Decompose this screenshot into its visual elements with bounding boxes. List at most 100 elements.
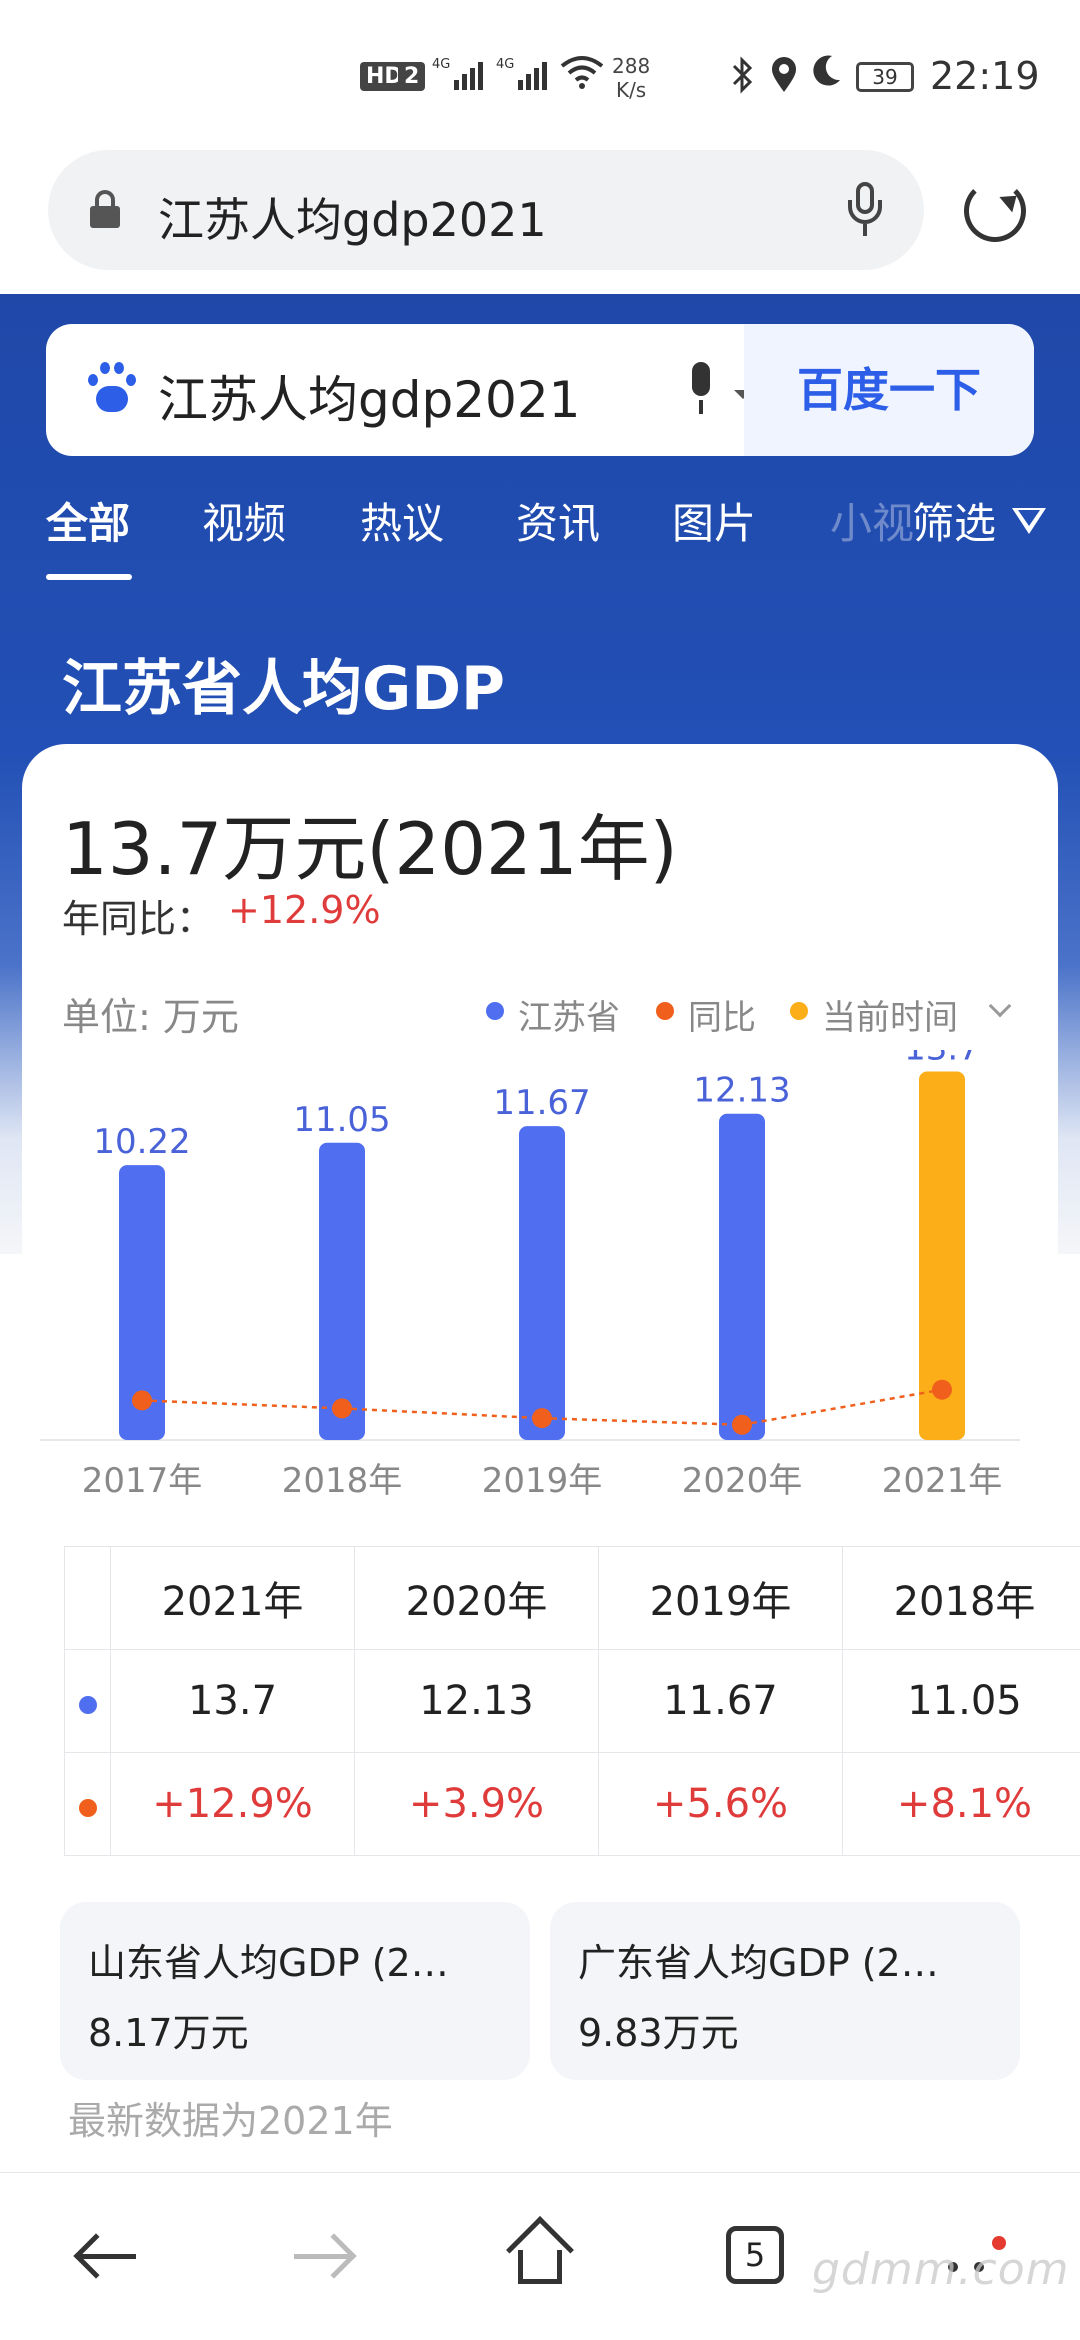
svg-text:4G: 4G bbox=[432, 57, 450, 72]
status-bar: HD 2 4G 4G 288 K/s 39 22:19 bbox=[0, 0, 1080, 150]
tab-video[interactable]: 视频 bbox=[202, 499, 287, 548]
home-icon[interactable] bbox=[506, 2216, 574, 2286]
related-value: 8.17万元 bbox=[88, 2011, 249, 2055]
bar-value-label: 11.67 bbox=[493, 1083, 590, 1123]
yoy-line-segment bbox=[341, 1407, 543, 1420]
legend-dot-series2 bbox=[656, 1002, 674, 1020]
tab-discuss[interactable]: 热议 bbox=[360, 499, 445, 548]
yoy-line-segment bbox=[741, 1388, 943, 1427]
gdp-table: 2021年 2020年 2019年 2018年 13.7 12.13 11.67… bbox=[64, 1546, 1080, 1856]
net-speed: 288 K/s bbox=[612, 54, 651, 102]
series-dot bbox=[78, 1696, 97, 1714]
yoy-point bbox=[932, 1379, 952, 1400]
yoy-value: +12.9% bbox=[228, 888, 381, 932]
baidu-paw-icon bbox=[86, 362, 138, 414]
tab-more[interactable]: 小视 bbox=[830, 499, 915, 548]
result-tabs: 全部 视频 热议 资讯 图片 小视 bbox=[0, 490, 1080, 590]
watermark: gdmm.com bbox=[812, 2244, 1070, 2295]
refresh-icon[interactable] bbox=[964, 180, 1026, 242]
table-cell: +5.6% bbox=[598, 1752, 843, 1856]
legend-current-time[interactable]: 当前时间 bbox=[822, 998, 958, 1038]
table-header-cell: 2021年 bbox=[110, 1546, 355, 1650]
back-arrow-icon[interactable] bbox=[73, 2232, 136, 2282]
yoy-point bbox=[532, 1408, 552, 1429]
search-box[interactable]: 江苏人均gdp2021 百度一下 bbox=[46, 324, 1034, 456]
gdp-value: 13.7万元(2021年) bbox=[62, 807, 678, 891]
bar-value-label: 11.05 bbox=[293, 1100, 390, 1140]
search-button[interactable]: 百度一下 bbox=[744, 324, 1034, 456]
x-tick-label: 2019年 bbox=[482, 1461, 603, 1501]
table-cell: +8.1% bbox=[842, 1752, 1080, 1856]
battery-icon: 39 bbox=[856, 62, 914, 92]
related-title: 山东省人均GDP (2… bbox=[88, 1941, 449, 1985]
microphone-icon[interactable] bbox=[848, 182, 882, 238]
bottom-navigation bbox=[0, 2172, 1080, 2340]
yoy-point bbox=[132, 1390, 152, 1411]
chart-bar bbox=[319, 1142, 365, 1440]
table-cell: +12.9% bbox=[110, 1752, 355, 1856]
chart-bar bbox=[719, 1113, 765, 1440]
tab-count-button[interactable]: 5 bbox=[726, 2226, 784, 2284]
table-cell: 13.7 bbox=[110, 1649, 355, 1753]
chart-bar bbox=[919, 1071, 965, 1440]
bluetooth-icon bbox=[730, 56, 754, 103]
chart-bar bbox=[119, 1165, 165, 1440]
table-row: +12.9% +3.9% +5.6% +8.1% bbox=[64, 1752, 1080, 1856]
related-card-shandong[interactable]: 山东省人均GDP (2… 8.17万元 bbox=[60, 1902, 530, 2080]
tab-news[interactable]: 资讯 bbox=[516, 499, 601, 548]
active-tab-indicator bbox=[46, 574, 132, 580]
yoy-label: 年同比： bbox=[62, 897, 215, 941]
table-cell: 11.67 bbox=[598, 1649, 843, 1753]
legend-dot-series1 bbox=[486, 1002, 504, 1020]
chart-bar bbox=[519, 1126, 565, 1440]
yoy-point bbox=[332, 1398, 352, 1419]
x-tick-label: 2020年 bbox=[682, 1461, 803, 1501]
bar-value-label: 12.13 bbox=[693, 1071, 790, 1111]
location-icon bbox=[770, 56, 798, 103]
clock: 22:19 bbox=[930, 54, 1040, 98]
yoy-line-segment bbox=[141, 1399, 343, 1410]
svg-text:4G: 4G bbox=[496, 57, 514, 72]
x-tick-label: 2017年 bbox=[82, 1461, 203, 1501]
moon-icon bbox=[810, 52, 844, 97]
yoy-line-segment bbox=[541, 1416, 743, 1427]
related-card-guangdong[interactable]: 广东省人均GDP (2… 9.83万元 bbox=[550, 1902, 1020, 2080]
table-header-cell: 2018年 bbox=[842, 1546, 1080, 1650]
table-row: 13.7 12.13 11.67 11.05 bbox=[64, 1649, 1080, 1753]
table-cell: +3.9% bbox=[354, 1752, 599, 1856]
chevron-down-icon[interactable] bbox=[734, 390, 752, 408]
table-header-cell: 2019年 bbox=[598, 1546, 843, 1650]
yoy-point bbox=[732, 1414, 752, 1435]
bar-value-label: 10.22 bbox=[93, 1122, 190, 1162]
bar-value-label: 13.7 bbox=[904, 1050, 980, 1069]
filter-button[interactable]: 筛选 bbox=[912, 499, 997, 548]
legend-series2[interactable]: 同比 bbox=[688, 998, 756, 1038]
voice-search-icon[interactable] bbox=[686, 362, 716, 416]
gdp-bar-chart: 10.22 2017年 11.05 2018年 11.67 2019年 12.13 2020年… bbox=[40, 1050, 1020, 1501]
table-header-cell: 2020年 bbox=[354, 1546, 599, 1650]
menu-icon[interactable] bbox=[944, 2230, 1014, 2300]
table-cell: 12.13 bbox=[354, 1649, 599, 1753]
data-footnote: 最新数据为2021年 bbox=[68, 2099, 393, 2143]
series-dot bbox=[78, 1799, 97, 1817]
table-cell: 11.05 bbox=[842, 1649, 1080, 1753]
url-text[interactable]: 江苏人均gdp2021 bbox=[158, 193, 547, 247]
address-bar[interactable]: 江苏人均gdp2021 bbox=[48, 150, 924, 270]
search-input[interactable]: 江苏人均gdp2021 bbox=[158, 371, 581, 429]
legend-dot-series3 bbox=[790, 1002, 808, 1020]
related-title: 广东省人均GDP (2… bbox=[578, 1941, 939, 1985]
x-tick-label: 2018年 bbox=[282, 1461, 403, 1501]
x-tick-label: 2021年 bbox=[882, 1461, 1003, 1501]
forward-arrow-icon[interactable] bbox=[294, 2232, 357, 2282]
legend-series1[interactable]: 江苏省 bbox=[518, 998, 620, 1038]
tab-images[interactable]: 图片 bbox=[672, 499, 757, 548]
sim-badge: 2 bbox=[398, 62, 426, 91]
related-value: 9.83万元 bbox=[578, 2011, 739, 2055]
lock-icon bbox=[90, 190, 120, 230]
table-header-row: 2021年 2020年 2019年 2018年 bbox=[64, 1546, 1080, 1650]
signal-icon: 4G bbox=[432, 56, 492, 105]
signal-icon: 4G bbox=[496, 56, 556, 105]
tab-all[interactable]: 全部 bbox=[46, 499, 131, 548]
chart-unit: 单位: 万元 bbox=[62, 995, 239, 1039]
wifi-icon bbox=[560, 54, 604, 99]
